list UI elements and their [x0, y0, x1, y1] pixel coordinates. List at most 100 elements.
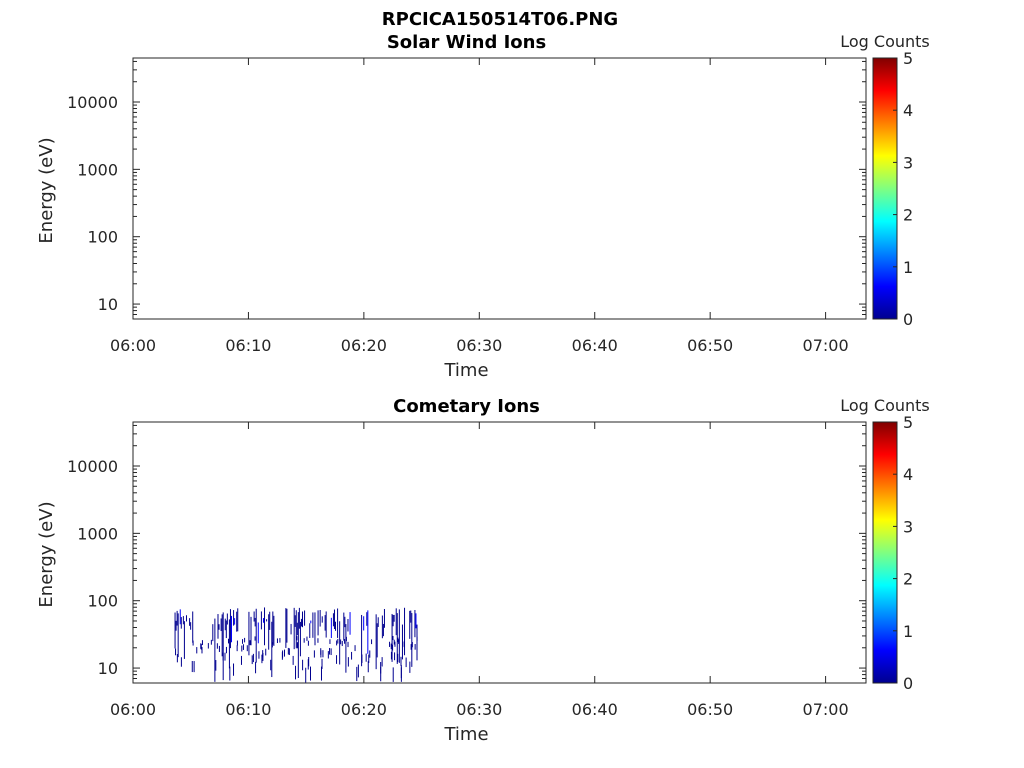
heatmap-cell — [324, 615, 326, 631]
heatmap-cell — [303, 638, 305, 643]
heatmap-cell — [276, 638, 278, 644]
heatmap-cell — [321, 658, 323, 669]
heatmap-cell — [180, 617, 182, 629]
heatmap-cell — [215, 660, 217, 671]
heatmap-cell — [222, 652, 224, 661]
heatmap-cell — [237, 608, 239, 632]
heatmap-cell — [345, 636, 347, 642]
heatmap-cell — [264, 607, 266, 646]
heatmap-cell — [191, 661, 193, 673]
y-tick-label: 10000 — [67, 93, 118, 112]
heatmap-cell — [347, 657, 349, 667]
heatmap-cell — [294, 615, 296, 627]
heatmap-cell — [225, 620, 227, 639]
y-tick-label: 1000 — [77, 160, 118, 179]
heatmap-cell — [320, 648, 322, 655]
heatmap-cell — [175, 648, 177, 656]
heatmap-cell — [403, 640, 405, 646]
x-tick-label: 06:10 — [225, 700, 271, 719]
heatmap-cell — [330, 617, 332, 638]
heatmap-cell — [329, 647, 331, 655]
heatmap-cell — [397, 637, 399, 643]
colorbar-tick-label: 1 — [903, 258, 913, 277]
heatmap-cell — [305, 667, 307, 683]
heatmap-cell — [394, 652, 396, 661]
y-tick-label: 10 — [98, 295, 118, 314]
heatmap-cell — [347, 619, 349, 632]
heatmap-cell — [312, 612, 314, 638]
heatmap-cell — [200, 643, 202, 649]
heatmap-cell — [255, 608, 257, 663]
heatmap-cell — [182, 616, 184, 625]
heatmap-cell — [361, 614, 363, 667]
heatmap-cell — [233, 663, 235, 676]
heatmap-cell — [241, 645, 243, 652]
heatmap-cell — [236, 640, 238, 646]
heatmap-cell — [285, 608, 287, 648]
heatmap-cell — [381, 615, 383, 639]
heatmap-cell — [258, 651, 260, 659]
heatmap-cell — [189, 618, 191, 626]
heatmap-cell — [218, 624, 220, 630]
heatmap-cell — [296, 622, 298, 636]
heatmap-cell — [363, 616, 365, 631]
heatmap-cell — [174, 612, 176, 649]
heatmap-cell — [298, 607, 300, 629]
heatmap-cell — [236, 645, 238, 652]
heatmap-cell — [400, 656, 402, 667]
heatmap-cell — [272, 611, 274, 645]
panel-title: Cometary Ions — [393, 396, 540, 417]
heatmap-cell — [271, 621, 273, 678]
heatmap-cell — [193, 661, 195, 673]
heatmap-cell — [292, 655, 294, 665]
heatmap-cell — [249, 640, 251, 646]
heatmap-cell — [400, 665, 402, 679]
heatmap-cell — [176, 654, 178, 663]
heatmap-cell — [281, 652, 283, 660]
heatmap-cell — [398, 639, 400, 644]
heatmap-cell — [393, 639, 395, 645]
y-tick-label: 100 — [87, 228, 118, 247]
colorbar-tick-label: 3 — [903, 517, 913, 536]
heatmap-cell — [344, 616, 346, 628]
x-tick-label: 06:30 — [456, 336, 502, 355]
colorbar-tick-label: 5 — [903, 413, 913, 432]
heatmap-cell — [325, 611, 327, 638]
heatmap-cell — [200, 643, 202, 650]
heatmap-cell — [201, 647, 203, 654]
axes-frame — [132, 57, 867, 320]
heatmap-cell — [336, 655, 338, 664]
x-tick-label: 06:50 — [687, 700, 733, 719]
x-axis-label: Time — [443, 724, 488, 745]
heatmap-cell — [175, 620, 177, 631]
x-tick-label: 06:20 — [341, 336, 387, 355]
heatmap-cell — [365, 653, 367, 662]
x-tick-label: 06:30 — [456, 700, 502, 719]
heatmap-cell — [314, 612, 316, 641]
heatmap-cell — [261, 654, 263, 664]
heatmap-cell — [398, 609, 400, 663]
heatmap-cell — [299, 621, 301, 657]
heatmap-cell — [212, 624, 214, 642]
heatmap-cell — [416, 624, 418, 661]
colorbar-tick-label: 4 — [903, 101, 913, 120]
heatmap-cell — [228, 638, 230, 644]
heatmap-cell — [361, 654, 363, 663]
heatmap-cell — [310, 620, 312, 624]
colorbar — [872, 57, 898, 320]
heatmap-cell — [317, 638, 319, 643]
heatmap-cell — [297, 612, 299, 679]
heatmap-cell — [392, 635, 394, 641]
heatmap-cell — [409, 610, 411, 639]
figure-title: RPCICA150514T06.PNG — [382, 9, 618, 30]
heatmap-cell — [190, 622, 192, 630]
heatmap-cell — [322, 650, 324, 658]
heatmap-cell — [192, 611, 194, 643]
colorbar-tick-label: 3 — [903, 153, 913, 172]
heatmap-cell — [344, 639, 346, 644]
heatmap-cell — [244, 637, 246, 643]
y-tick-label: 100 — [87, 592, 118, 611]
heatmap-cell — [201, 640, 203, 646]
heatmap-cell — [229, 609, 231, 649]
heatmap-cell — [286, 608, 288, 643]
